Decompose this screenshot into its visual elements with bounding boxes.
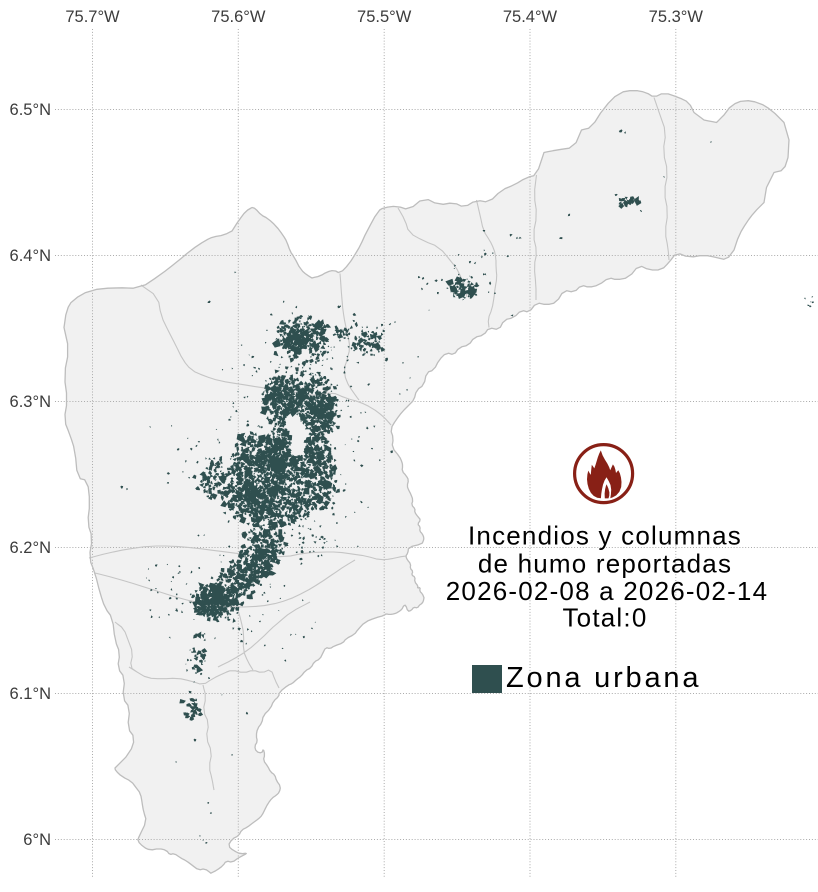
svg-text:75.3°W: 75.3°W xyxy=(649,8,704,26)
svg-text:6.3°N: 6.3°N xyxy=(10,393,51,411)
svg-text:6.2°N: 6.2°N xyxy=(10,539,51,557)
svg-text:75.5°W: 75.5°W xyxy=(357,8,412,26)
svg-text:75.7°W: 75.7°W xyxy=(65,8,120,26)
svg-text:75.4°W: 75.4°W xyxy=(503,8,558,26)
svg-text:6°N: 6°N xyxy=(23,831,51,849)
svg-text:6.1°N: 6.1°N xyxy=(10,685,51,703)
svg-text:6.5°N: 6.5°N xyxy=(10,101,51,119)
svg-text:Total:0: Total:0 xyxy=(562,603,647,633)
svg-text:6.4°N: 6.4°N xyxy=(10,247,51,265)
svg-text:Zona urbana: Zona urbana xyxy=(506,662,701,694)
svg-text:75.6°W: 75.6°W xyxy=(211,8,266,26)
svg-text:2026-02-08 a 2026-02-14: 2026-02-08 a 2026-02-14 xyxy=(446,576,769,606)
svg-text:de humo reportadas: de humo reportadas xyxy=(478,549,732,579)
svg-text:Incendios y columnas: Incendios y columnas xyxy=(468,521,742,551)
